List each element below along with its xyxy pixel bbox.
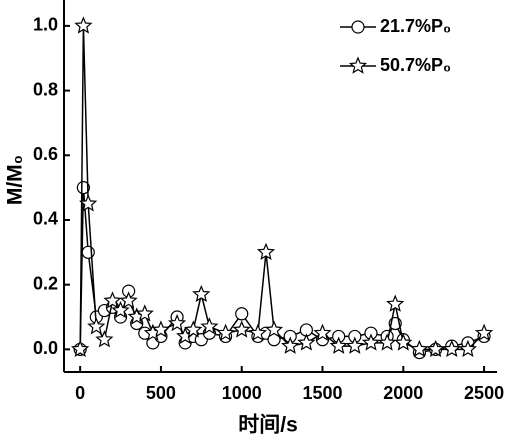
y-tick-label: 0.8 [33,79,58,99]
star-marker [151,320,170,338]
x-tick-label: 1000 [222,383,262,403]
circle-marker [235,307,249,321]
x-tick-label: 1500 [302,383,342,403]
y-axis-label: M/M₀ [4,155,27,205]
star-marker [200,317,219,335]
star-marker [71,339,90,358]
x-tick-label: 500 [146,383,176,403]
star-marker [394,333,413,351]
x-axis-label: 时间/s [238,414,298,437]
star-marker [313,323,332,341]
star-marker [256,242,276,261]
star-marker [95,330,114,348]
star-marker [79,194,98,212]
star-marker [410,339,429,358]
y-tick-label: 0.0 [33,338,58,358]
star-marker [475,323,494,341]
star-marker [119,291,138,309]
star-marker [281,336,300,354]
star-marker [264,320,284,338]
star-marker [87,317,106,335]
star-marker [361,333,381,351]
y-tick-label: 1.0 [33,15,58,35]
legend-marker [351,20,365,34]
y-tick-label: 0.6 [33,144,58,164]
star-marker [111,300,130,319]
star-marker [386,294,405,312]
circle-marker [81,245,95,259]
x-tick-label: 0 [75,383,85,403]
x-tick-label: 2000 [383,383,423,403]
star-marker [168,313,187,332]
star-marker [458,339,477,358]
y-tick-label: 0.4 [33,209,58,229]
legend-label: 50.7%P₀ [380,55,451,75]
star-marker [103,291,122,309]
star-marker [216,323,235,341]
circle-marker [76,181,90,195]
star-marker [378,333,397,351]
star-marker [184,320,203,338]
y-tick-label: 0.2 [33,273,58,293]
star-marker [297,333,316,351]
star-marker [232,320,251,338]
star-marker [248,323,267,341]
star-marker [345,336,364,354]
star-marker [426,339,445,358]
legend-label: 21.7%P₀ [380,16,451,36]
star-marker [442,339,461,358]
star-marker [329,336,348,354]
star-marker [135,304,154,322]
legend-marker [348,56,368,74]
x-tick-label: 2500 [464,383,504,403]
star-marker [192,284,211,303]
star-marker [74,16,93,34]
